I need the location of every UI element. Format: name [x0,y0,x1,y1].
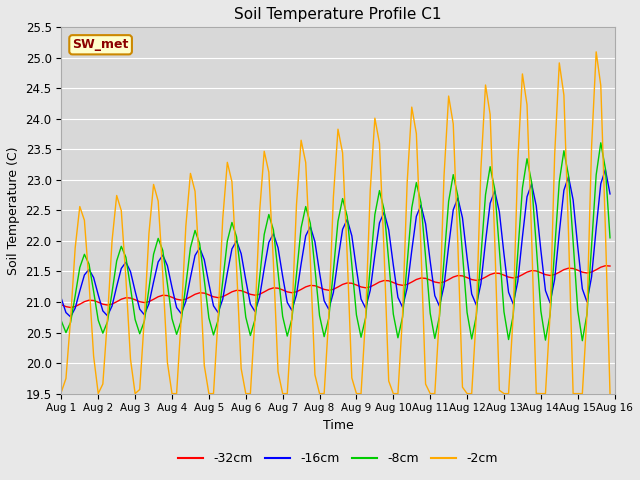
Legend: -32cm, -16cm, -8cm, -2cm: -32cm, -16cm, -8cm, -2cm [173,447,502,470]
Title: Soil Temperature Profile C1: Soil Temperature Profile C1 [234,7,442,22]
X-axis label: Time: Time [323,419,353,432]
Text: SW_met: SW_met [72,38,129,51]
Y-axis label: Soil Temperature (C): Soil Temperature (C) [7,146,20,275]
